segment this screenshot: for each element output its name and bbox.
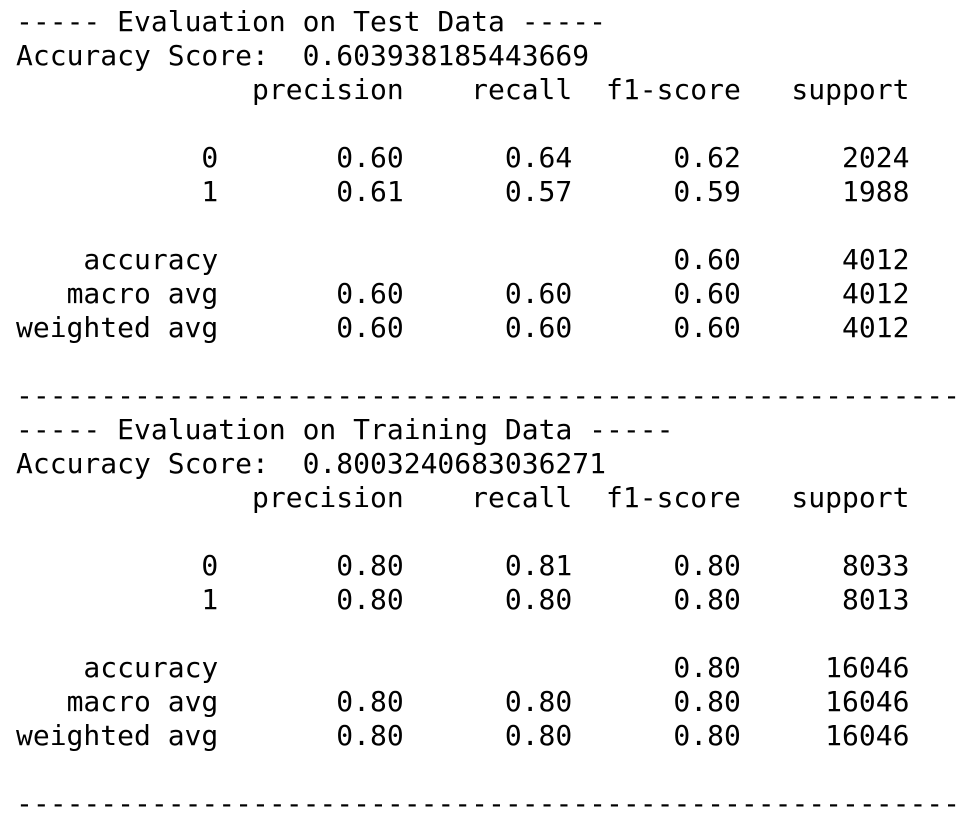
row-label: 0 xyxy=(201,549,219,582)
row-label: 1 xyxy=(201,175,219,208)
row-label: accuracy xyxy=(83,243,219,276)
cell: 0.80 xyxy=(673,685,741,718)
row-label: 0 xyxy=(201,141,219,174)
row-label: macro avg xyxy=(66,685,219,718)
cell: 16046 xyxy=(825,719,910,752)
cell: 0.80 xyxy=(504,719,573,752)
column-header: support xyxy=(791,73,910,106)
cell: 0.81 xyxy=(504,549,573,582)
cell: 0.60 xyxy=(504,311,573,344)
row-label: macro avg xyxy=(66,277,219,310)
cell: 0.60 xyxy=(673,243,741,276)
cell: 0.80 xyxy=(673,583,741,616)
cell: 1988 xyxy=(842,175,910,208)
cell: 0.80 xyxy=(336,685,404,718)
cell: 4012 xyxy=(842,311,910,344)
cell: 0.60 xyxy=(336,277,404,310)
cell: 16046 xyxy=(825,685,910,718)
cell: 0.60 xyxy=(673,277,741,310)
column-header: recall xyxy=(471,481,573,514)
cell: 0.60 xyxy=(336,141,404,174)
cell: 0.60 xyxy=(504,277,573,310)
cell: 0.62 xyxy=(673,141,741,174)
cell: 0.80 xyxy=(336,583,404,616)
cell: 0.80 xyxy=(336,719,404,752)
cell: 0.80 xyxy=(336,549,404,582)
cell: 0.80 xyxy=(504,685,573,718)
cell: 0.80 xyxy=(673,719,741,752)
cell: 16046 xyxy=(825,651,910,684)
cell: 8013 xyxy=(842,583,910,616)
accuracy-label: Accuracy Score: xyxy=(16,447,269,480)
cell: 4012 xyxy=(842,277,910,310)
column-header: f1-score xyxy=(606,73,741,106)
cell: 0.57 xyxy=(504,175,573,208)
section-title: ----- Evaluation on Test Data ----- xyxy=(16,5,607,38)
row-label: 1 xyxy=(201,583,219,616)
cell: 0.80 xyxy=(673,549,741,582)
cell: 0.64 xyxy=(504,141,573,174)
column-header: precision xyxy=(252,481,404,514)
cell: 0.59 xyxy=(673,175,741,208)
section-title: ----- Evaluation on Training Data ----- xyxy=(16,413,674,446)
cell: 4012 xyxy=(842,243,910,276)
cell: 0.61 xyxy=(336,175,404,208)
cell: 2024 xyxy=(842,141,910,174)
accuracy-label: Accuracy Score: xyxy=(16,39,269,72)
column-header: f1-score xyxy=(606,481,741,514)
separator: ----------------------------------------… xyxy=(16,379,961,412)
column-header: recall xyxy=(471,73,573,106)
row-label: weighted avg xyxy=(15,311,219,344)
cell: 0.80 xyxy=(673,651,741,684)
cell: 0.60 xyxy=(336,311,404,344)
accuracy-value: 0.8003240683036271 xyxy=(302,447,606,480)
column-header: precision xyxy=(252,73,404,106)
accuracy-value: 0.603938185443669 xyxy=(302,39,590,72)
cell: 0.60 xyxy=(673,311,741,344)
row-label: accuracy xyxy=(83,651,219,684)
column-header: support xyxy=(791,481,910,514)
cell: 8033 xyxy=(842,549,910,582)
separator: ----------------------------------------… xyxy=(16,787,961,820)
row-label: weighted avg xyxy=(15,719,219,752)
cell: 0.80 xyxy=(504,583,573,616)
